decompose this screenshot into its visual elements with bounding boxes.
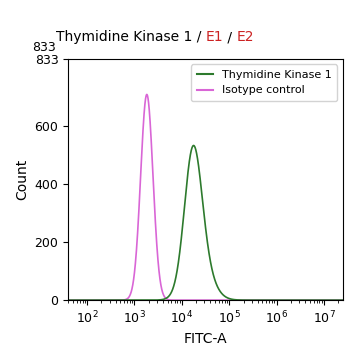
Text: 833: 833	[33, 41, 56, 54]
Text: Thymidine Kinase 1 /: Thymidine Kinase 1 /	[56, 30, 205, 44]
Text: E1: E1	[205, 30, 223, 44]
X-axis label: FITC-A: FITC-A	[184, 332, 227, 346]
Y-axis label: Count: Count	[15, 159, 29, 200]
Text: /: /	[223, 30, 237, 44]
Text: E2: E2	[237, 30, 254, 44]
Legend: Thymidine Kinase 1, Isotype control: Thymidine Kinase 1, Isotype control	[191, 64, 338, 101]
